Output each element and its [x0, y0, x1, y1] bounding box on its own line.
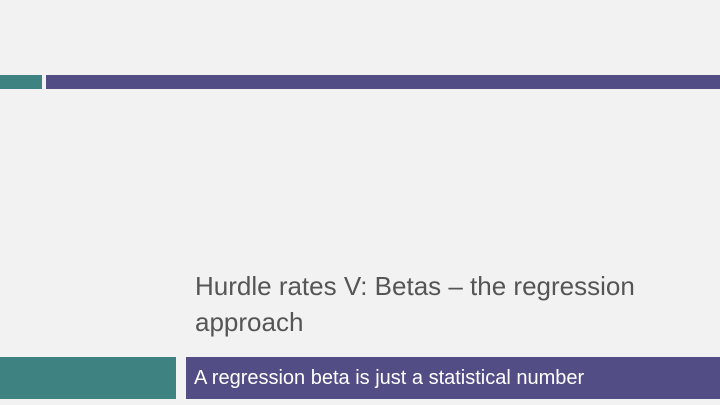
top-accent-bar-teal	[0, 75, 42, 89]
slide-title: Hurdle rates V: Betas – the regression a…	[195, 271, 635, 337]
slide-subtitle: A regression beta is just a statistical …	[194, 367, 585, 389]
top-accent-bar-purple	[46, 75, 720, 89]
subtitle-banner: A regression beta is just a statistical …	[186, 357, 720, 399]
bottom-accent-bar-teal	[0, 357, 176, 399]
